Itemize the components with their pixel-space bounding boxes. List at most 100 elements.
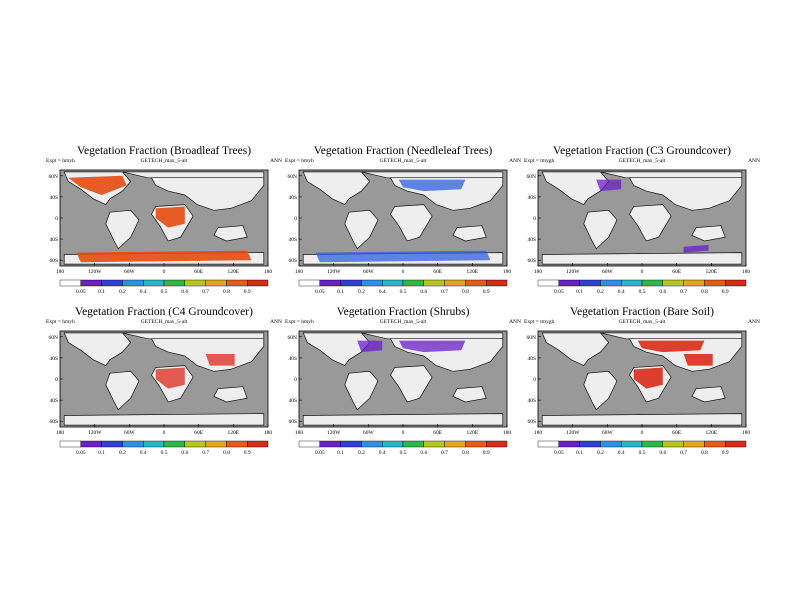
lon-label: 180 [56, 269, 65, 275]
colorbar-swatch [444, 279, 466, 287]
colorbar-swatch [205, 440, 227, 448]
lat-label: 60S [288, 258, 297, 264]
chart-title: Vegetation Fraction (Bare Soil) [569, 306, 715, 318]
case-label: GETECH_max_5-alt [140, 158, 188, 164]
land-mass [691, 386, 726, 403]
colorbar-swatch [59, 440, 81, 448]
case-label: GETECH_max_5-alt [379, 319, 427, 325]
land-mass [105, 209, 140, 250]
lon-label: 180 [295, 269, 304, 275]
map-figure: 60N 40S 0 40S 60S 180 120W 60W 0 60E 120E 180 0.05 0.… [527, 169, 750, 295]
lat-label: 40S [49, 398, 58, 404]
land-mass [63, 332, 132, 367]
lon-label: 60E [672, 430, 682, 436]
lon-label: 60E [672, 269, 682, 275]
lat-label: 40S [49, 356, 58, 362]
vegetation-patch [155, 367, 185, 389]
colorbar-swatch [226, 440, 248, 448]
season-label: ANN [748, 158, 760, 164]
land-mass [583, 209, 618, 250]
colorbar-label: 0.7 [680, 289, 687, 295]
land-mass [213, 225, 248, 242]
colorbar-swatch [620, 440, 643, 448]
land-mass [213, 386, 248, 403]
vegetation-patch [398, 179, 466, 192]
colorbar-swatch [59, 279, 81, 287]
colorbar-label: 0.8 [462, 450, 469, 456]
lon-label: 120W [88, 430, 102, 436]
lon-label: 60E [194, 430, 204, 436]
colorbar-label: 0.5 [400, 289, 407, 295]
land-mass [691, 225, 726, 242]
lat-label: 40S [527, 195, 536, 201]
colorbar-label: 0.2 [358, 450, 365, 456]
colorbar-label: 0.9 [244, 289, 251, 295]
colorbar-label: 0.7 [202, 450, 209, 456]
colorbar-swatch [683, 279, 705, 287]
colorbar-swatch [184, 440, 206, 448]
expt-label: Expt = tmygh [524, 319, 555, 325]
colorbar-swatch [101, 440, 123, 448]
vegetation-patch [205, 354, 235, 366]
colorbar-swatch [704, 279, 726, 287]
case-label: GETECH_max_5-alt [379, 158, 427, 164]
colorbar-swatch [101, 279, 123, 287]
lon-label: 0 [163, 430, 166, 436]
colorbar-label: 0.7 [680, 450, 687, 456]
lon-label: 180 [264, 430, 273, 436]
lat-label: 60N [527, 174, 537, 180]
colorbar-swatch [579, 279, 601, 287]
vegetation-patch [637, 340, 705, 353]
colorbar-swatch [485, 279, 508, 287]
colorbar-label: 0.7 [441, 289, 448, 295]
colorbar-label: 0.6 [420, 289, 427, 295]
colorbar-label: 0.05 [76, 450, 86, 456]
lat-label: 60N [288, 335, 298, 341]
colorbar-label: 0.1 [98, 450, 105, 456]
lon-label: 120W [566, 430, 580, 436]
colorbar-label: 0.9 [483, 450, 490, 456]
lon-label: 0 [163, 269, 166, 275]
lon-label: 0 [402, 430, 405, 436]
colorbar-label: 0.05 [554, 289, 564, 295]
colorbar-label: 0.4 [618, 289, 625, 295]
land-mass [541, 171, 610, 206]
lon-label: 120W [88, 269, 102, 275]
land-mass [629, 204, 672, 242]
colorbar-swatch [163, 279, 185, 287]
colorbar-label: 0.4 [379, 450, 386, 456]
colorbar-swatch [122, 440, 144, 448]
colorbar-label: 0.1 [337, 450, 344, 456]
colorbar-swatch [381, 279, 404, 287]
vegetation-patch [596, 179, 622, 192]
colorbar-label: 0.2 [597, 289, 604, 295]
colorbar-label: 0.5 [400, 450, 407, 456]
chart-title: Vegetation Fraction (Broadleaf Trees) [76, 145, 252, 157]
lat-label: 60N [288, 174, 298, 180]
colorbar-label: 0.8 [462, 289, 469, 295]
colorbar-label: 0.1 [576, 450, 583, 456]
lat-label: 60N [49, 174, 59, 180]
colorbar-label: 0.1 [576, 289, 583, 295]
lon-label: 60W [124, 269, 136, 275]
lat-label: 60S [288, 419, 297, 425]
colorbar-swatch [80, 440, 102, 448]
lon-label: 60E [194, 269, 204, 275]
map-figure: 60N 40S 0 40S 60S 180 120W 60W 0 60E 120E 180 0.05 0.… [527, 330, 750, 456]
expt-label: Expt = hmyh [46, 158, 75, 164]
vegetation-patch [315, 250, 491, 263]
lat-label: 60S [527, 258, 536, 264]
land-mass [541, 332, 610, 367]
lon-label: 180 [295, 430, 304, 436]
lon-label: 60W [602, 269, 614, 275]
land-mass [452, 225, 487, 242]
colorbar-label: 0.9 [244, 450, 251, 456]
lat-label: 0 [533, 377, 536, 383]
colorbar-label: 0.6 [181, 450, 188, 456]
vegetation-patch [357, 340, 383, 353]
colorbar-label: 0.7 [202, 289, 209, 295]
colorbar-swatch [142, 279, 165, 287]
chart-panel-needleleaf: Vegetation Fraction (Needleleaf Trees) E… [283, 145, 523, 315]
colorbar-swatch [246, 279, 269, 287]
lon-label: 120E [467, 430, 479, 436]
